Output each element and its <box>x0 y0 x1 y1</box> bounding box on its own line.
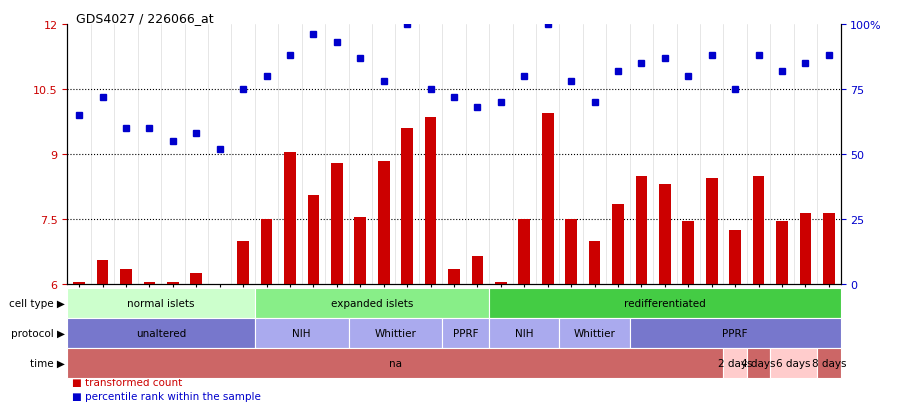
Text: time ▶: time ▶ <box>30 358 65 368</box>
Bar <box>191 274 202 285</box>
Text: PPRF: PPRF <box>453 328 478 338</box>
Bar <box>401 129 413 285</box>
Text: NIH: NIH <box>292 328 311 338</box>
Bar <box>97 261 109 285</box>
Bar <box>659 185 671 285</box>
Text: expanded islets: expanded islets <box>331 299 414 309</box>
Bar <box>354 218 366 285</box>
Text: Whittier: Whittier <box>574 328 616 338</box>
Text: ■ percentile rank within the sample: ■ percentile rank within the sample <box>72 392 261 401</box>
Bar <box>752 176 764 285</box>
Bar <box>261 220 272 285</box>
Bar <box>214 285 226 287</box>
Bar <box>378 161 389 285</box>
Bar <box>565 220 577 285</box>
Bar <box>237 241 249 285</box>
Bar <box>776 222 788 285</box>
Bar <box>307 196 319 285</box>
Text: 6 days: 6 days <box>777 358 811 368</box>
Bar <box>542 114 554 285</box>
Text: na: na <box>389 358 402 368</box>
Text: PPRF: PPRF <box>723 328 748 338</box>
Text: 2 days: 2 days <box>718 358 752 368</box>
Bar <box>74 282 85 285</box>
Text: 8 days: 8 days <box>812 358 846 368</box>
Bar <box>167 282 179 285</box>
Text: unaltered: unaltered <box>136 328 186 338</box>
Bar <box>589 241 601 285</box>
Bar <box>472 256 484 285</box>
Text: ■ transformed count: ■ transformed count <box>72 377 182 387</box>
Text: normal islets: normal islets <box>128 299 195 309</box>
Bar <box>682 222 694 285</box>
Bar <box>519 220 530 285</box>
Bar <box>424 118 436 285</box>
Bar <box>331 163 343 285</box>
Bar <box>495 282 507 285</box>
Bar <box>823 213 834 285</box>
Bar <box>729 230 741 285</box>
Text: redifferentiated: redifferentiated <box>624 299 706 309</box>
Text: GDS4027 / 226066_at: GDS4027 / 226066_at <box>76 12 214 25</box>
Text: 4 days: 4 days <box>742 358 776 368</box>
Bar <box>120 269 132 285</box>
Bar <box>636 176 647 285</box>
Text: cell type ▶: cell type ▶ <box>9 299 65 309</box>
Bar <box>448 269 460 285</box>
Bar <box>706 178 717 285</box>
Bar <box>612 204 624 285</box>
Text: NIH: NIH <box>515 328 533 338</box>
Text: Whittier: Whittier <box>375 328 416 338</box>
Text: protocol ▶: protocol ▶ <box>11 328 65 338</box>
Bar <box>284 152 296 285</box>
Bar <box>799 213 811 285</box>
Bar <box>144 282 156 285</box>
